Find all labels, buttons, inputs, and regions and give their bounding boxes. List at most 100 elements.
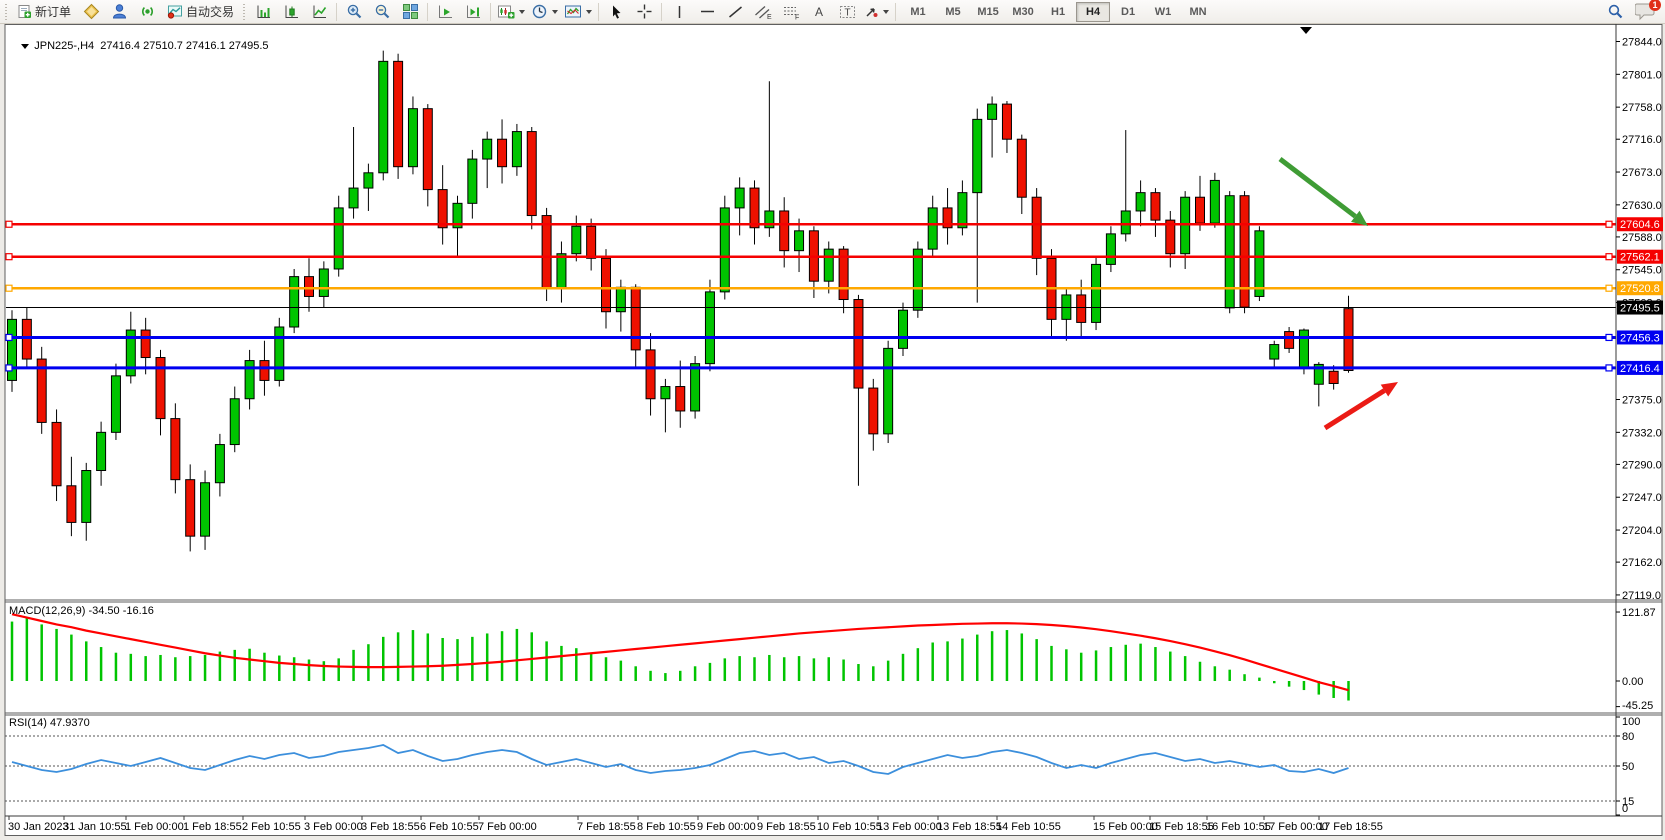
text-label-icon: T bbox=[839, 4, 856, 20]
autotrading-button[interactable]: 自动交易 bbox=[161, 1, 240, 23]
price-tick-label: 27119.0 bbox=[1622, 590, 1661, 602]
bar-chart-icon bbox=[255, 4, 272, 20]
text-a-icon: A bbox=[812, 4, 826, 19]
vertical-line-icon bbox=[673, 4, 686, 20]
time-tick-label: 14 Feb 10:55 bbox=[996, 821, 1061, 833]
zoom-in-button[interactable] bbox=[340, 1, 368, 23]
bearish-candle bbox=[1328, 370, 1339, 384]
red-up-trend-arrow[interactable] bbox=[1323, 382, 1398, 431]
tf-button-H1[interactable]: H1 bbox=[1051, 5, 1066, 18]
notifications-button[interactable]: 1 bbox=[1634, 0, 1661, 23]
hline-27604.6[interactable] bbox=[5, 220, 1616, 228]
scroll-to-end-marker[interactable] bbox=[1300, 27, 1312, 34]
candlestick-mode-button[interactable] bbox=[277, 1, 305, 23]
bullish-candle bbox=[615, 286, 626, 313]
new-order-button[interactable]: 新订单 bbox=[11, 1, 77, 23]
chart-shift-button[interactable] bbox=[459, 1, 487, 23]
arrow-shapes-icon bbox=[864, 4, 879, 19]
auto-scroll-icon bbox=[437, 4, 454, 20]
price-tick-label: 27247.0 bbox=[1622, 492, 1662, 504]
hline-27520.8[interactable] bbox=[5, 284, 1616, 292]
tile-windows-icon bbox=[402, 3, 419, 20]
chart-canvas[interactable]: 27844.0 27801.0 27758.0 27716.0 27673.0 27630… bbox=[0, 24, 1665, 840]
green-down-trend-arrow[interactable] bbox=[1278, 157, 1368, 226]
tf-button-MN[interactable]: MN bbox=[1189, 5, 1207, 18]
price-tick-label: 27375.0 bbox=[1622, 395, 1662, 407]
hline-27562.1[interactable] bbox=[5, 253, 1616, 261]
bearish-candle bbox=[1343, 308, 1354, 372]
time-tick-label: 7 Feb 18:55 bbox=[577, 821, 636, 833]
toolbar-grip[interactable] bbox=[4, 3, 9, 20]
bullish-candle bbox=[660, 386, 671, 400]
rsi-tick-label: 80 bbox=[1622, 731, 1634, 743]
hline-27416.4[interactable] bbox=[5, 364, 1616, 372]
bearish-candle bbox=[1016, 138, 1027, 198]
zoom-out-button[interactable] bbox=[368, 1, 396, 23]
toolbar-separator bbox=[427, 2, 429, 21]
bullish-candle bbox=[1254, 230, 1265, 297]
bullish-candle bbox=[378, 60, 389, 174]
svg-text:E: E bbox=[767, 14, 772, 20]
tf-button-W1[interactable]: W1 bbox=[1154, 5, 1172, 18]
price-badge-27456.3: 27456.3 bbox=[1617, 330, 1663, 345]
signal-button[interactable] bbox=[133, 1, 161, 23]
equidistant-channel-tool-button[interactable]: E bbox=[749, 1, 777, 23]
price-badge-27495.5: 27495.5 bbox=[1617, 300, 1663, 315]
crosshair-tool-button[interactable] bbox=[630, 1, 658, 23]
toolbar-grip[interactable] bbox=[242, 3, 248, 20]
vertical-line-tool-button[interactable] bbox=[665, 1, 693, 23]
macd-tick-label: 0.00 bbox=[1622, 676, 1643, 688]
horizontal-line-tool-button[interactable] bbox=[693, 1, 721, 23]
price-tick-label: 27545.0 bbox=[1622, 265, 1662, 277]
bullish-candle bbox=[1224, 195, 1235, 309]
arrows-tool-button[interactable] bbox=[861, 1, 892, 23]
price-badge-27416.4: 27416.4 bbox=[1617, 360, 1663, 375]
templates-caret-icon bbox=[586, 9, 593, 14]
line-chart-icon bbox=[311, 4, 328, 20]
bearish-candle bbox=[1284, 331, 1295, 349]
tf-button-D1[interactable]: D1 bbox=[1121, 5, 1136, 18]
bullish-candle bbox=[571, 225, 582, 255]
hline-27456.3[interactable] bbox=[5, 333, 1616, 342]
auto-scroll-button[interactable] bbox=[431, 1, 459, 23]
crosshair-icon bbox=[636, 3, 653, 20]
search-button[interactable] bbox=[1601, 1, 1629, 23]
hline-handle bbox=[5, 253, 13, 261]
clock-icon bbox=[531, 3, 548, 20]
templates-button[interactable] bbox=[561, 1, 595, 23]
person-icon bbox=[111, 3, 128, 20]
objects-button[interactable] bbox=[77, 1, 105, 23]
periods-button[interactable] bbox=[528, 1, 561, 23]
candlestick-icon bbox=[283, 4, 300, 20]
bullish-candle bbox=[927, 207, 938, 250]
fibonacci-tool-button[interactable]: F bbox=[777, 1, 805, 23]
trendline-tool-button[interactable] bbox=[721, 1, 749, 23]
text-tool-button[interactable]: A bbox=[805, 1, 833, 23]
notification-badge: 1 bbox=[1649, 0, 1661, 11]
cursor-tool-button[interactable] bbox=[602, 1, 630, 23]
tf-button-M15[interactable]: M15 bbox=[977, 5, 999, 18]
chart-title: JPN225-,H4 27416.4 27510.7 27416.1 27495… bbox=[9, 28, 269, 64]
bearish-candle bbox=[675, 386, 686, 412]
text-label-tool-button[interactable]: T bbox=[833, 1, 861, 23]
tile-windows-button[interactable] bbox=[396, 1, 424, 23]
broadcast-icon bbox=[139, 3, 156, 20]
bullish-candle bbox=[1269, 344, 1280, 360]
tf-button-M5[interactable]: M5 bbox=[945, 5, 961, 18]
ohlc-toggle-icon[interactable] bbox=[21, 43, 30, 49]
bullish-candle bbox=[318, 268, 329, 297]
new-chart-button[interactable] bbox=[494, 1, 528, 23]
macd-tick-label: -45.25 bbox=[1622, 700, 1653, 712]
bearish-candle bbox=[645, 349, 656, 400]
tf-button-H4[interactable]: H4 bbox=[1076, 1, 1111, 22]
bullish-candle bbox=[363, 172, 374, 189]
tf-button-M1[interactable]: M1 bbox=[910, 5, 926, 18]
line-chart-mode-button[interactable] bbox=[305, 1, 333, 23]
tf-button-M30[interactable]: M30 bbox=[1012, 5, 1034, 18]
price-tick-label: 27290.0 bbox=[1622, 459, 1662, 471]
bullish-candle bbox=[214, 444, 225, 484]
new-order-label: 新订单 bbox=[35, 5, 72, 19]
bar-chart-mode-button[interactable] bbox=[249, 1, 277, 23]
time-tick-label: 15 Feb 00:00 bbox=[1093, 821, 1158, 833]
profile-button[interactable] bbox=[105, 1, 133, 23]
